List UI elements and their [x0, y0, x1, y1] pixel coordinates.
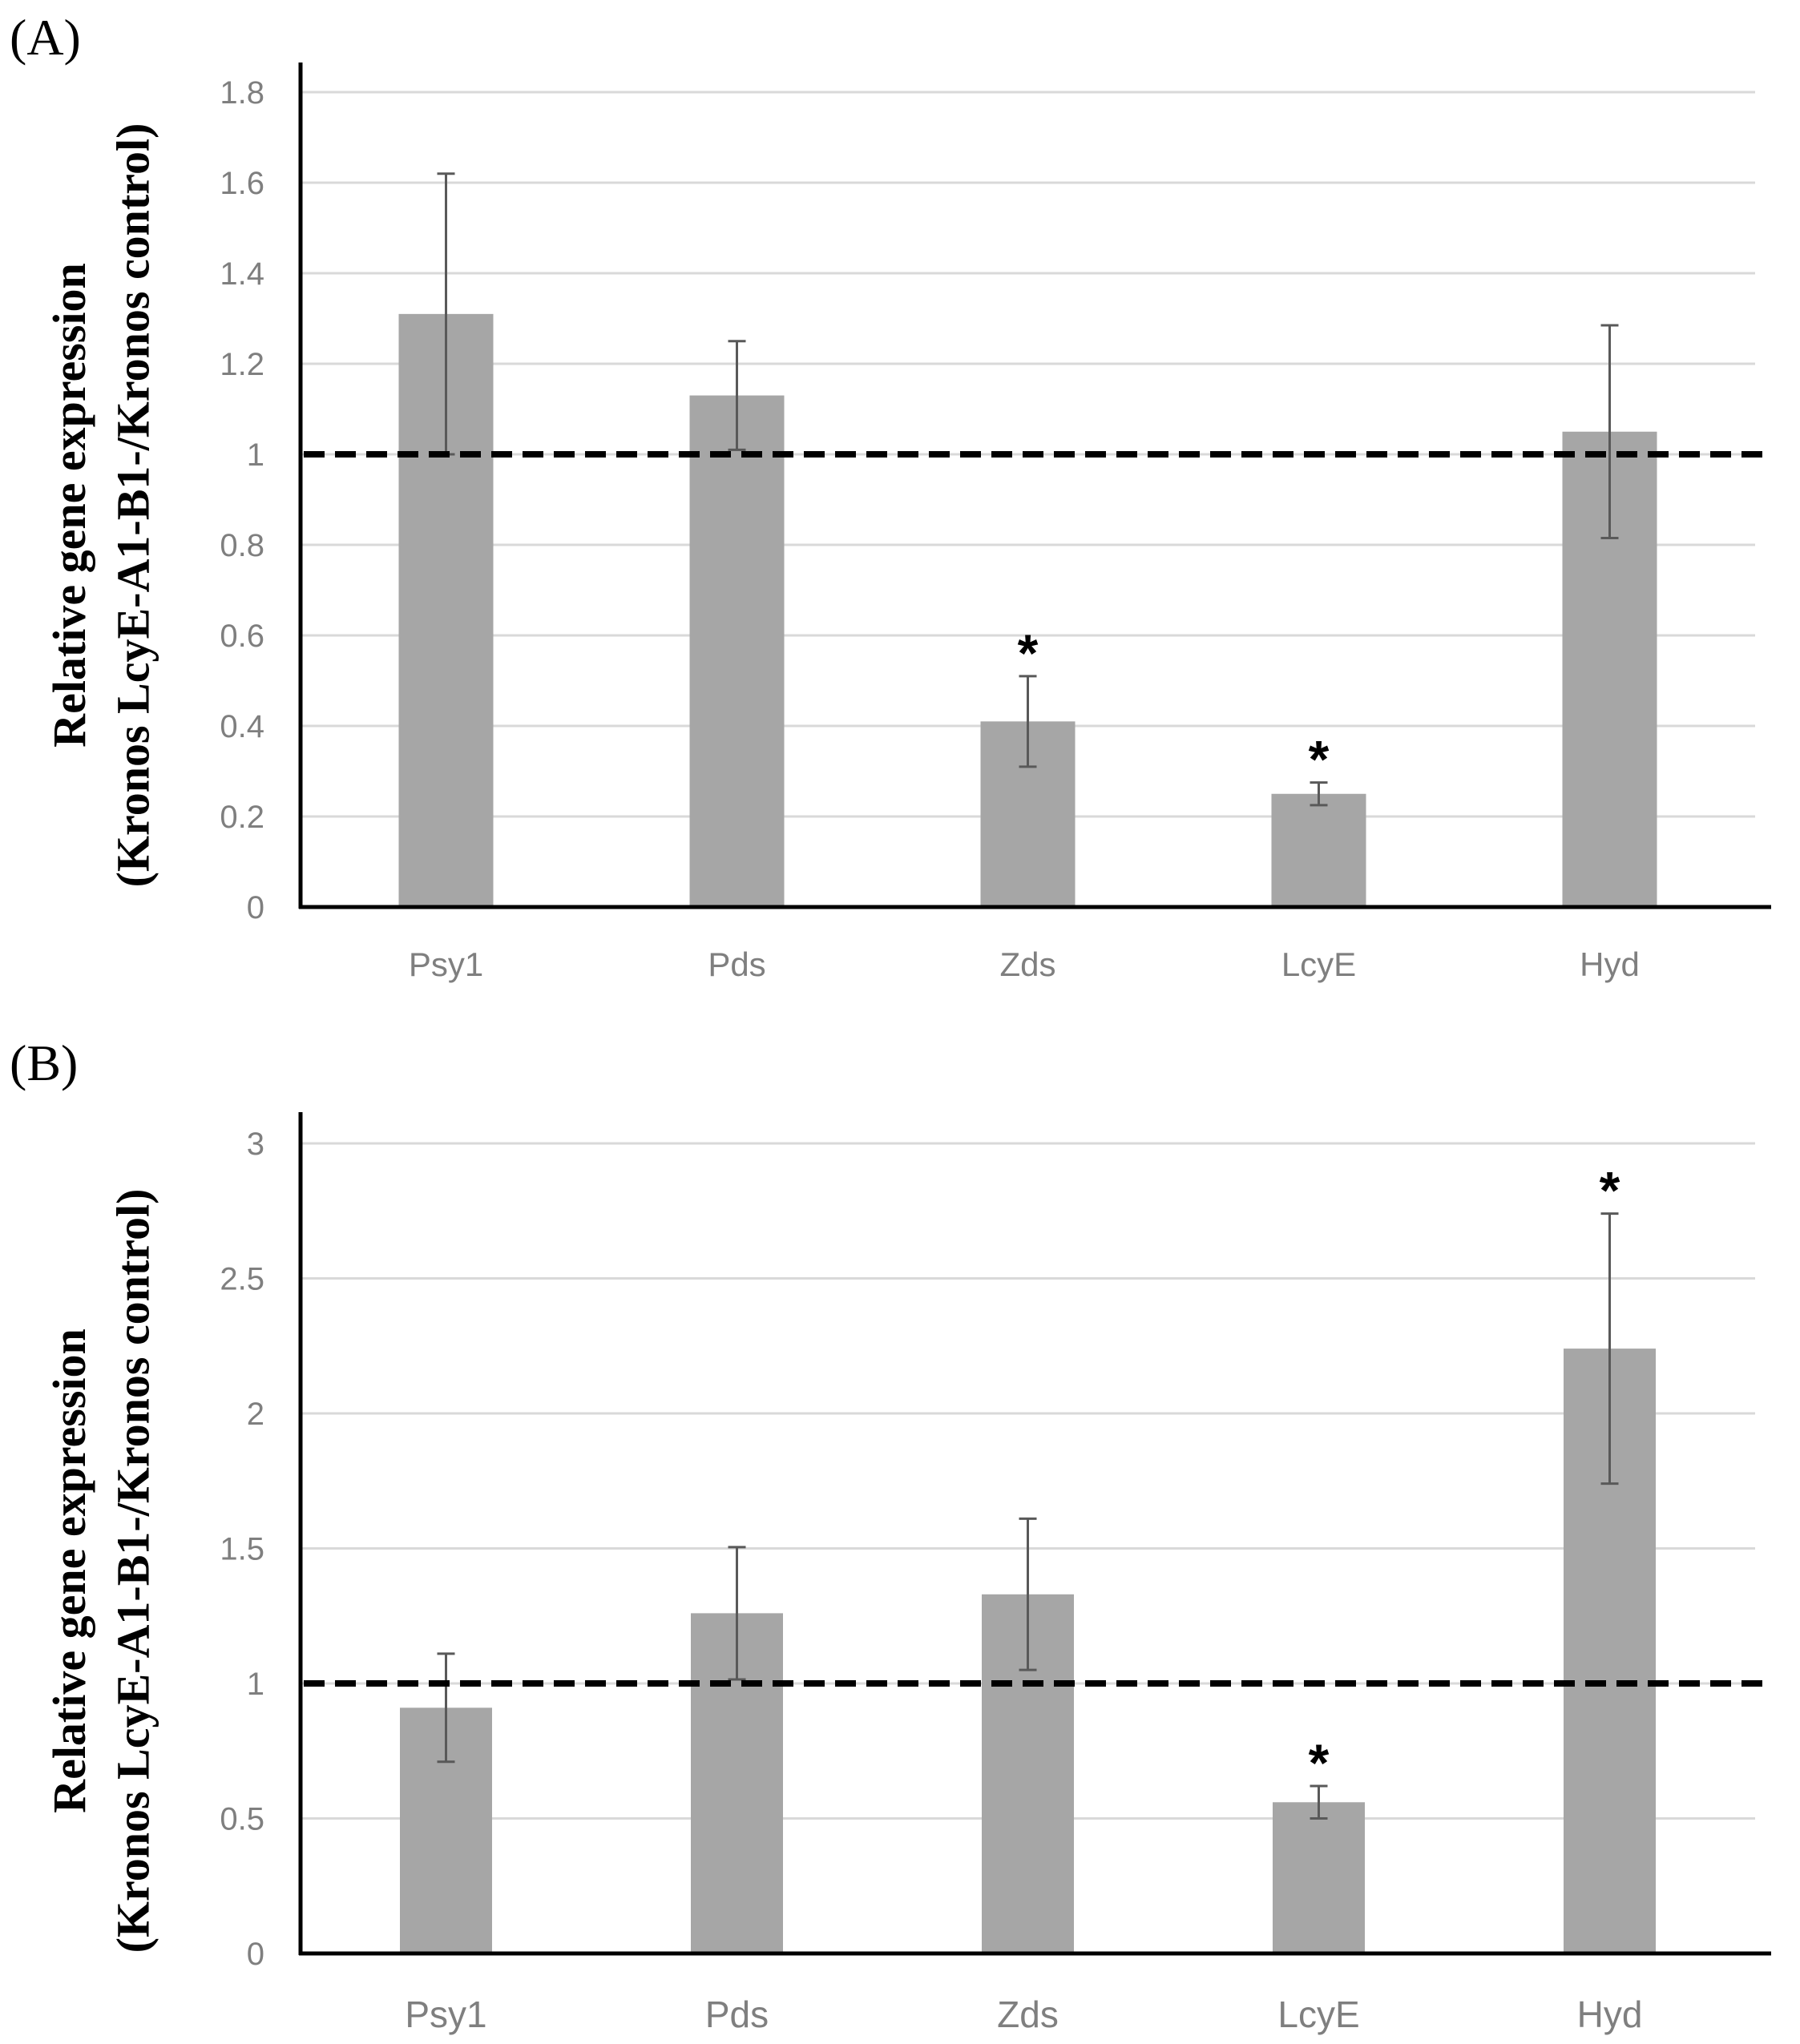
x-category-label: Zds — [999, 945, 1055, 983]
y-tick-label: 0.6 — [220, 619, 264, 654]
error-bar — [1600, 324, 1619, 540]
y-tick-label: 2.5 — [220, 1262, 264, 1297]
chart-panel-b: (B) Relative gene expression (Kronos Lcy… — [0, 1026, 1800, 2044]
error-bar — [1600, 1212, 1619, 1486]
bar — [1273, 1802, 1365, 1953]
x-category-label: LcyE — [1277, 1994, 1359, 2035]
significance-star: * — [1018, 623, 1039, 683]
y-tick-label: 1.2 — [220, 347, 264, 382]
y-tick-label: 1.5 — [220, 1532, 264, 1567]
y-tick-label: 0.4 — [220, 709, 264, 744]
y-tick-label: 0 — [247, 890, 264, 925]
x-category-label: Hyd — [1577, 1994, 1643, 2035]
panel-label: (B) — [10, 1034, 79, 1091]
x-category-label: Pds — [708, 945, 765, 983]
y-tick-label: 0.8 — [220, 528, 264, 563]
bar — [1271, 793, 1366, 907]
y-tick-label: 1.4 — [220, 256, 264, 292]
panel-label: (A) — [10, 9, 81, 66]
y-tick-label: 0.2 — [220, 800, 264, 835]
y-tick-label: 1 — [247, 1667, 264, 1702]
y-tick-label: 1.6 — [220, 166, 264, 201]
x-category-label: LcyE — [1281, 945, 1356, 983]
y-tick-label: 0 — [247, 1937, 264, 1972]
error-bar — [728, 340, 746, 451]
y-tick-label: 1.8 — [220, 75, 264, 111]
x-category-label: Zds — [997, 1994, 1059, 2035]
error-bar — [437, 1652, 455, 1764]
error-bar — [1019, 1517, 1037, 1671]
error-bar — [728, 1546, 746, 1681]
error-bar — [1310, 781, 1328, 807]
x-category-label: Hyd — [1580, 945, 1640, 983]
error-bar — [1019, 675, 1037, 768]
bar-chart-a: 0 0.2 0.4 0.6 0.8 1 1.2 1.4 1.6 1.8 Psy1 Pds * Zds * Lc… — [220, 62, 1771, 983]
x-category-label: Pds — [705, 1994, 769, 2035]
y-tick-label: 1 — [247, 437, 264, 473]
y-tick-label: 2 — [247, 1397, 264, 1432]
error-bar — [1310, 1784, 1328, 1820]
bar — [689, 395, 785, 907]
significance-star: * — [1600, 1161, 1620, 1220]
bar-chart-b: 0 0.5 1 1.5 2 2.5 3 Psy1 Pds Zds * LcyE * Hyd — [220, 1112, 1771, 2035]
x-category-label: Psy1 — [409, 945, 483, 983]
significance-star: * — [1309, 1733, 1330, 1792]
y-tick-label: 3 — [247, 1127, 264, 1162]
x-category-label: Psy1 — [405, 1994, 486, 2035]
y-tick-label: 0.5 — [220, 1802, 264, 1837]
chart-panel-a: (A) Relative gene expression (Kronos Lcy… — [0, 0, 1800, 998]
significance-star: * — [1309, 730, 1330, 789]
